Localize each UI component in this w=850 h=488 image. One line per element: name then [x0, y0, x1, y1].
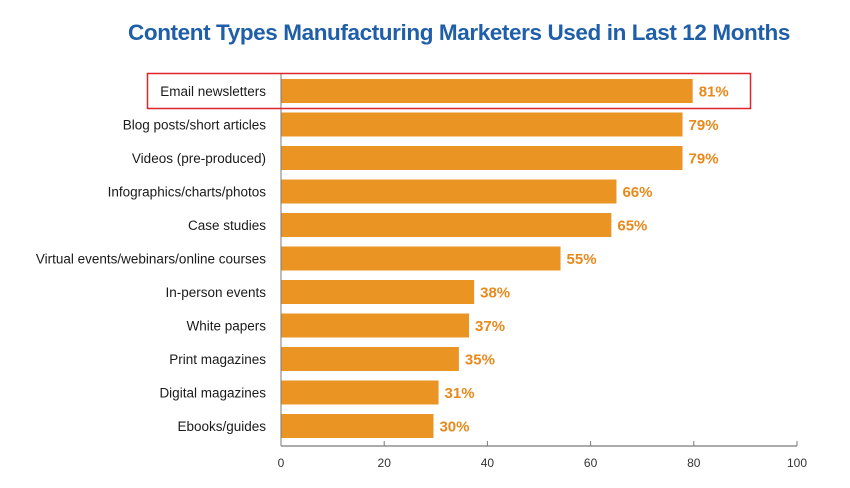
value-label: 79% — [689, 151, 719, 168]
category-label: Email newsletters — [160, 84, 266, 99]
bar-videos-pre-produced — [281, 146, 683, 170]
category-label: Virtual events/webinars/online courses — [36, 252, 266, 267]
value-label: 65% — [617, 218, 647, 235]
x-tick-label: 20 — [378, 456, 392, 470]
value-label: 35% — [465, 352, 495, 369]
x-tick-label: 100 — [787, 456, 807, 470]
value-label: 81% — [699, 84, 729, 101]
bar-case-studies — [281, 213, 612, 237]
bar-virtual-events-webinars-online-courses — [281, 246, 561, 271]
category-label: Infographics/charts/photos — [108, 185, 267, 200]
x-tick-label: 40 — [481, 456, 495, 470]
x-tick-label: 60 — [584, 456, 598, 470]
value-label: 38% — [480, 285, 510, 302]
highlight-box — [146, 72, 752, 110]
category-label: Case studies — [188, 218, 266, 233]
x-tick-label: 80 — [687, 456, 701, 470]
labels-group: Email newsletters 81% Blog posts/short art… — [36, 72, 752, 436]
category-label: Digital magazines — [159, 386, 266, 401]
bar-blog-posts-short-articles — [281, 112, 683, 137]
value-label: 31% — [445, 385, 475, 402]
bar-in-person-events — [281, 280, 475, 304]
category-label: Ebooks/guides — [177, 419, 266, 434]
category-label: Videos (pre-produced) — [132, 151, 266, 166]
axes-group: 0 20 40 60 80 100 — [278, 74, 807, 470]
category-label: Print magazines — [169, 352, 266, 367]
value-label: 30% — [439, 419, 469, 436]
bar-infographics-charts-photos — [281, 179, 617, 204]
bar-email-newsletters — [281, 79, 693, 103]
category-label: Blog posts/short articles — [123, 118, 267, 133]
value-label: 66% — [622, 184, 652, 201]
value-label: 55% — [567, 251, 597, 268]
category-label: White papers — [186, 319, 266, 334]
value-label: 37% — [475, 318, 505, 335]
category-label: In-person events — [165, 285, 266, 300]
bar-print-magazines — [281, 347, 459, 371]
bar-white-papers — [281, 313, 470, 338]
value-label: 79% — [689, 117, 719, 134]
chart-title: Content Types Manufacturing Marketers Us… — [128, 20, 790, 45]
bars-group — [281, 79, 693, 438]
bar-digital-magazines — [281, 380, 439, 405]
x-tick-label: 0 — [278, 456, 285, 470]
bar-ebooks-guides — [281, 414, 434, 438]
